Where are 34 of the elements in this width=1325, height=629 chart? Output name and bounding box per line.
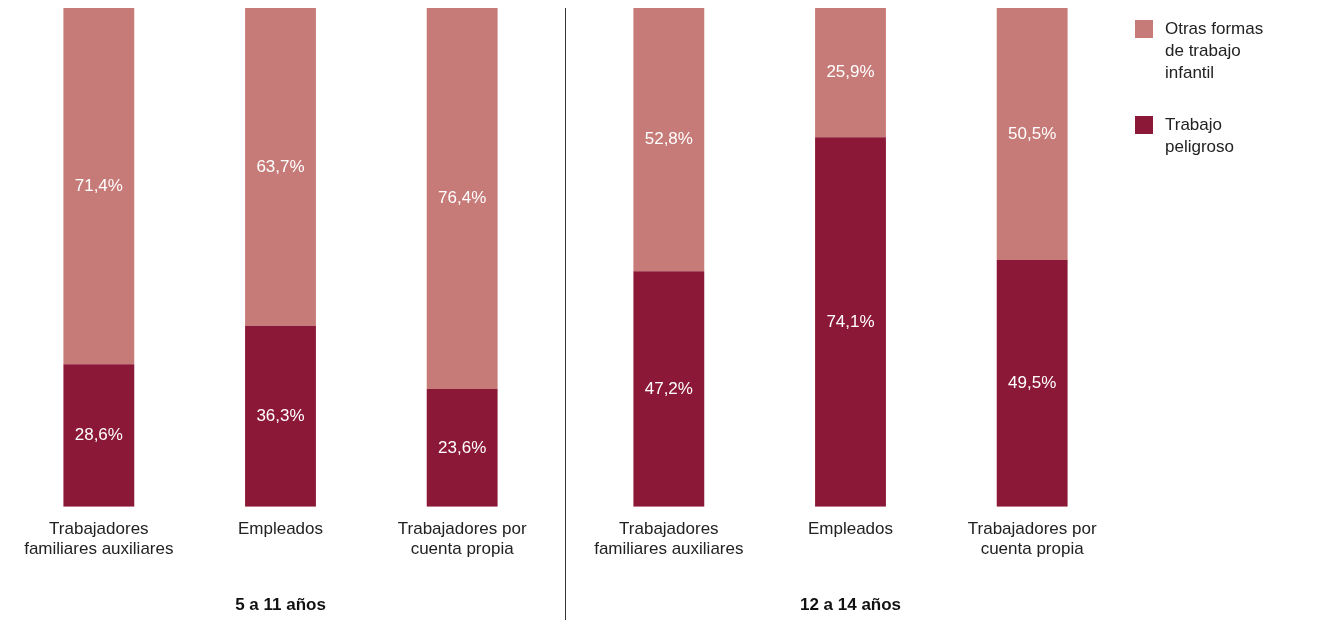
data-label: 52,8% xyxy=(644,129,693,149)
bar xyxy=(815,137,886,507)
x-tick-label: Trabajadores familiares auxiliares xyxy=(594,518,744,559)
data-label: 47,2% xyxy=(644,378,693,398)
legend-label: Otras formas de trabajo infantil xyxy=(1165,18,1265,84)
data-label: 50,5% xyxy=(1008,123,1057,143)
bar xyxy=(426,8,498,390)
bar xyxy=(63,364,135,507)
data-label: 25,9% xyxy=(826,62,875,82)
bar xyxy=(633,271,705,507)
data-label: 36,3% xyxy=(256,405,305,425)
x-axis-title: 5 a 11 años xyxy=(235,595,326,615)
bar xyxy=(426,389,498,507)
bar xyxy=(245,8,316,326)
data-label: 63,7% xyxy=(256,156,305,176)
x-tick-label: Trabajadores por cuenta propia xyxy=(397,518,527,559)
bar xyxy=(996,8,1068,260)
x-tick-label: Trabajadores por cuenta propia xyxy=(967,518,1097,559)
bar xyxy=(815,8,886,138)
bar xyxy=(63,8,135,365)
data-label: 74,1% xyxy=(826,311,875,331)
data-label: 23,6% xyxy=(438,437,487,457)
data-label: 28,6% xyxy=(74,425,123,445)
x-tick-label: Trabajadores familiares auxiliares xyxy=(24,518,174,559)
data-label: 71,4% xyxy=(74,175,123,195)
legend-label: Trabajo peligroso xyxy=(1165,114,1235,158)
data-label: 76,4% xyxy=(438,188,487,208)
x-tick-label: Empleados xyxy=(237,518,324,538)
x-tick-label: Empleados xyxy=(807,518,894,538)
data-label: 49,5% xyxy=(1008,373,1057,393)
x-axis-title: 12 a 14 años xyxy=(799,595,902,615)
bar xyxy=(245,325,316,507)
bar xyxy=(996,259,1068,507)
bar xyxy=(633,8,705,272)
